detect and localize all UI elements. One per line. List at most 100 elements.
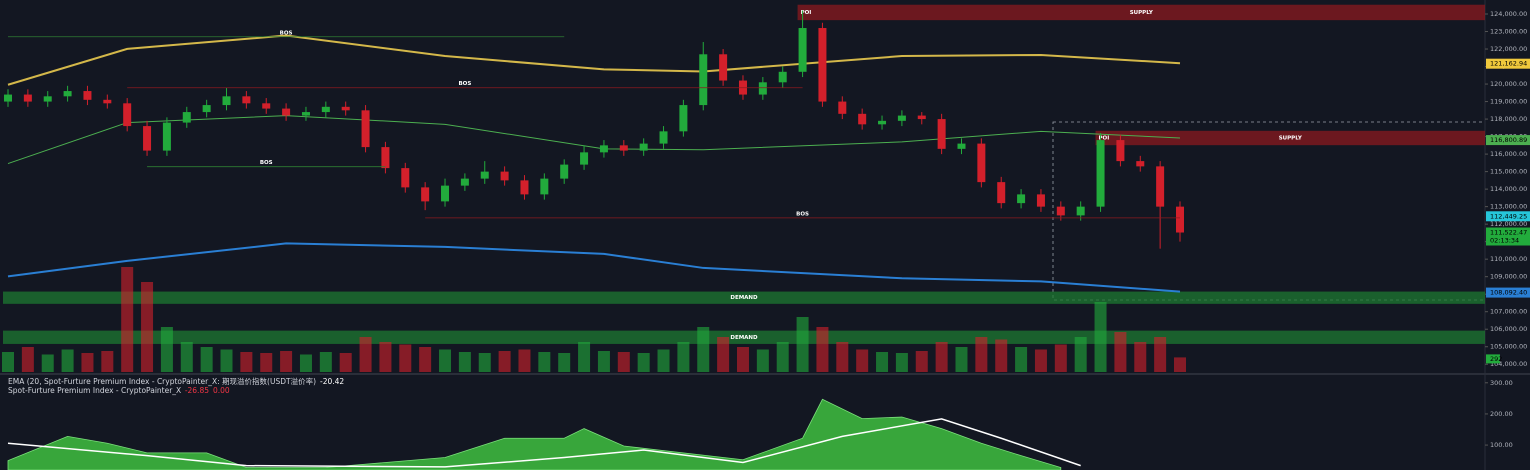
candle-body <box>441 185 450 202</box>
volume-bar <box>220 349 233 372</box>
candle-body <box>858 113 867 125</box>
volume-bar <box>697 327 710 372</box>
candle-body <box>679 105 688 132</box>
volume-bar <box>399 344 412 372</box>
y-tick-label: 107,000.00 <box>1490 308 1527 316</box>
candle-body <box>381 147 390 169</box>
candle-body <box>401 168 410 188</box>
legend-text: EMA (20, Spot-Furture Premium Index - Cr… <box>8 376 344 386</box>
bos-label: BOS <box>458 81 471 87</box>
y-tick-label: 123,000.00 <box>1490 28 1527 36</box>
volume-bar <box>299 354 312 372</box>
candle-body <box>4 94 12 102</box>
volume-bar <box>101 351 114 372</box>
candle-body <box>182 112 191 123</box>
legend-value: -26.85 <box>185 386 209 395</box>
premium-area <box>7 398 1062 470</box>
y-tick-label: 104,000.00 <box>1490 360 1527 368</box>
y-tick-label: 300.00 <box>1490 379 1513 387</box>
candle-body <box>1056 206 1065 216</box>
volume-bar <box>677 342 690 372</box>
volume-bar <box>339 353 352 372</box>
candle-body <box>202 105 211 113</box>
volume-bar <box>1054 344 1067 372</box>
candle-body <box>897 115 906 121</box>
volume-bar <box>359 337 372 372</box>
candle-body <box>1136 161 1145 167</box>
price-label-box <box>1486 211 1530 222</box>
candle-body <box>361 110 370 148</box>
candle-body <box>997 182 1006 204</box>
volume-bar <box>280 351 293 372</box>
volume-bar <box>498 351 511 372</box>
volume-bar <box>81 353 94 372</box>
zone-label: SUPPLY <box>1130 10 1154 16</box>
volume-bar <box>478 353 491 372</box>
price-label-box <box>1486 287 1530 298</box>
volume-bar <box>2 352 14 372</box>
zone <box>1095 130 1485 146</box>
candle-body <box>937 119 946 149</box>
price-label-box <box>1486 58 1530 69</box>
candle-body <box>798 28 807 72</box>
bos-label: BOS <box>260 160 273 166</box>
volume-bar <box>796 317 809 372</box>
candle-body <box>778 71 787 83</box>
candle-body <box>599 145 608 153</box>
volume-bar <box>856 349 869 372</box>
candle-body <box>162 122 171 151</box>
volume-bar <box>617 352 630 372</box>
candle-body <box>659 131 668 144</box>
candle-body <box>421 187 430 202</box>
volume-bar <box>439 349 452 372</box>
candle-body <box>619 145 628 151</box>
volume-bar <box>21 347 34 372</box>
volume-bar <box>717 337 730 372</box>
candle-body <box>1116 140 1125 162</box>
candle-body <box>699 54 708 106</box>
legend-name: EMA (20, Spot-Furture Premium Index - Cr… <box>8 376 316 386</box>
candle-body <box>560 164 569 179</box>
candle-body <box>301 112 310 116</box>
y-tick-label: 120,000.00 <box>1490 80 1527 88</box>
y-tick-label: 112,000.00 <box>1490 220 1527 228</box>
candle-body <box>540 178 549 195</box>
poi-label: POI <box>801 10 812 16</box>
y-tick-label: 115,000.00 <box>1490 168 1527 176</box>
indicator-line <box>7 34 1181 86</box>
candle-body <box>1096 140 1105 207</box>
bos-label: BOS <box>280 30 293 36</box>
volume-bar <box>419 347 432 372</box>
y-tick-label: 110,000.00 <box>1490 255 1527 263</box>
volume-bar <box>1134 342 1147 372</box>
volume-bar <box>657 349 670 372</box>
candle-body <box>1176 206 1184 233</box>
volume-bar <box>180 342 193 372</box>
candle-body <box>818 28 827 102</box>
candle-body <box>917 115 926 120</box>
legend-text: Spot-Furture Premium Index - CryptoPaint… <box>8 386 230 395</box>
candle-body <box>262 103 271 109</box>
price-label: 121,162.94 <box>1490 60 1527 68</box>
legend-value: 0.00 <box>213 386 230 395</box>
countdown: 02:13:34 <box>1490 237 1519 245</box>
price-label-box <box>1486 135 1530 146</box>
candle-body <box>1076 206 1085 216</box>
y-tick-label: 105,000.00 <box>1490 343 1527 351</box>
candle-body <box>321 106 330 113</box>
volume-bar <box>141 282 154 372</box>
y-tick-label: 118,000.00 <box>1490 115 1527 123</box>
zone <box>797 4 1485 21</box>
volume-bar <box>1094 302 1107 372</box>
price-label: 116,800.89 <box>1490 136 1527 144</box>
price-label: 108,092.40 <box>1490 289 1527 297</box>
volume-bar <box>518 349 531 372</box>
volume-bar <box>836 342 849 372</box>
volume-bar <box>895 353 908 372</box>
volume-bar <box>260 353 273 372</box>
volume-bar <box>816 327 829 372</box>
volume-bar <box>458 352 471 372</box>
indicator-line <box>7 242 1181 293</box>
volume-bar <box>975 337 988 372</box>
